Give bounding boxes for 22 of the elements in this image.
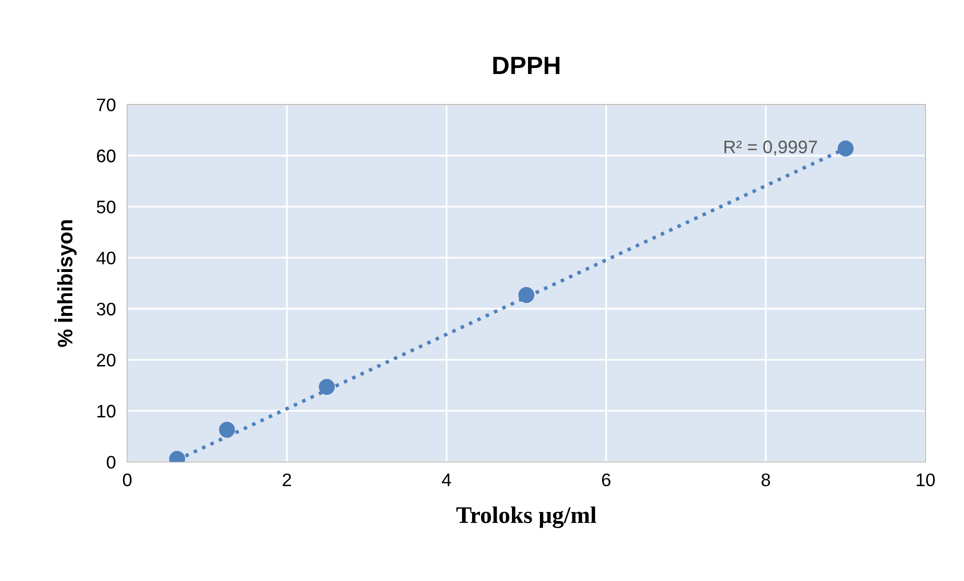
x-tick-label: 8 xyxy=(762,473,770,486)
annotation: R² = 0,9997 xyxy=(724,140,817,156)
x-axis-title: Troloks µg/ml xyxy=(456,506,596,528)
y-tick-label: 20 xyxy=(96,354,116,367)
y-tick-label: 70 xyxy=(96,98,116,112)
x-tick-label: 2 xyxy=(282,473,291,486)
y-tick-label: 30 xyxy=(96,302,116,316)
y-tick-label: 40 xyxy=(96,252,116,264)
x-tick-label: 0 xyxy=(122,473,132,486)
point xyxy=(318,378,335,395)
x-tick-label: 6 xyxy=(602,473,610,486)
y-tick-label: 50 xyxy=(96,200,116,214)
point xyxy=(219,422,235,438)
point xyxy=(838,140,854,156)
chart-title: DPPH xyxy=(493,56,560,74)
y-tick-label: 0 xyxy=(106,456,116,469)
y-tick-label: 10 xyxy=(97,404,116,418)
x-tick-label: 4 xyxy=(442,474,452,486)
y-tick-label: 60 xyxy=(96,150,116,162)
x-tick-label: 10 xyxy=(916,473,935,486)
point xyxy=(518,287,534,303)
y-axis-title: % İnhibisyon xyxy=(54,220,77,347)
